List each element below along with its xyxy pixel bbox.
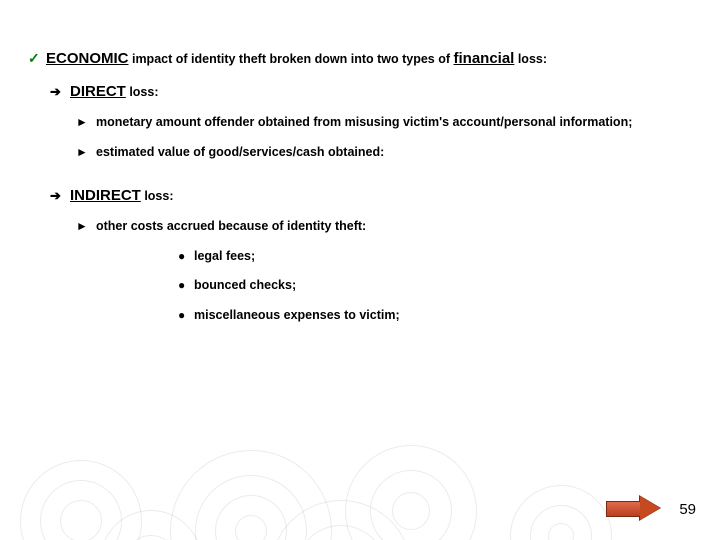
indirect-sub-2-text: bounced checks; [194,277,700,295]
heading-indirect: ➔ INDIRECT loss: [50,185,700,206]
indirect-lead: ► other costs accrued because of identit… [76,218,700,236]
direct-item-2-text: estimated value of good/services/cash ob… [96,144,700,162]
next-arrow-icon[interactable] [606,496,660,520]
ripple-ring [100,510,202,540]
dot-icon: ● [178,248,194,265]
dot-icon: ● [178,307,194,324]
dot-icon: ● [178,277,194,294]
indirect-sub-2: ● bounced checks; [178,277,700,295]
line-economic-text: ECONOMIC impact of identity theft broken… [46,48,700,69]
ripple-ring [548,523,574,540]
indirect-lead-text: other costs accrued because of identity … [96,218,700,236]
ripple-ring [370,470,452,540]
ripple-ring [195,475,307,540]
word-indirect: INDIRECT [70,187,141,204]
heading-direct: ➔ DIRECT loss: [50,81,700,102]
slide: ✓ ECONOMIC impact of identity theft brok… [0,0,720,540]
direct-item-1: ► monetary amount offender obtained from… [76,114,700,132]
ripple-ring [270,500,412,540]
page-number: 59 [679,501,696,518]
ripple-ring [40,480,122,540]
indirect-sub-3-text: miscellaneous expenses to victim; [194,307,700,325]
direct-item-1-text: monetary amount offender obtained from m… [96,114,700,132]
indirect-sub-1: ● legal fees; [178,248,700,266]
word-direct: DIRECT [70,83,126,100]
indirect-sub-1-text: legal fees; [194,248,700,266]
ripple-ring [20,460,142,540]
word-economic: ECONOMIC [46,50,129,67]
ripple-ring [510,485,612,540]
line-economic: ✓ ECONOMIC impact of identity theft brok… [28,48,700,69]
ripple-ring [345,445,477,540]
ripple-ring [215,495,287,540]
ripple-ring [235,515,267,540]
triangle-icon: ► [76,114,96,131]
triangle-icon: ► [76,144,96,161]
line-economic-mid: impact of identity theft broken down int… [129,52,454,66]
line-economic-tail: loss: [514,52,547,66]
direct-item-2: ► estimated value of good/services/cash … [76,144,700,162]
ripple-ring [295,525,387,540]
ripple-ring [170,450,332,540]
ripple-ring [60,500,102,540]
check-icon: ✓ [28,49,46,69]
triangle-icon: ► [76,218,96,235]
heading-indirect-tail: loss: [141,189,174,203]
heading-direct-tail: loss: [126,85,159,99]
arrow-right-icon: ➔ [50,187,70,205]
ripple-ring [125,535,177,540]
content-area: ✓ ECONOMIC impact of identity theft brok… [28,48,700,330]
heading-indirect-text: INDIRECT loss: [70,185,700,206]
ripple-ring [392,492,430,530]
word-financial: financial [454,50,515,67]
ripple-ring [530,505,592,540]
arrow-right-icon: ➔ [50,83,70,101]
heading-direct-text: DIRECT loss: [70,81,700,102]
indirect-sub-3: ● miscellaneous expenses to victim; [178,307,700,325]
